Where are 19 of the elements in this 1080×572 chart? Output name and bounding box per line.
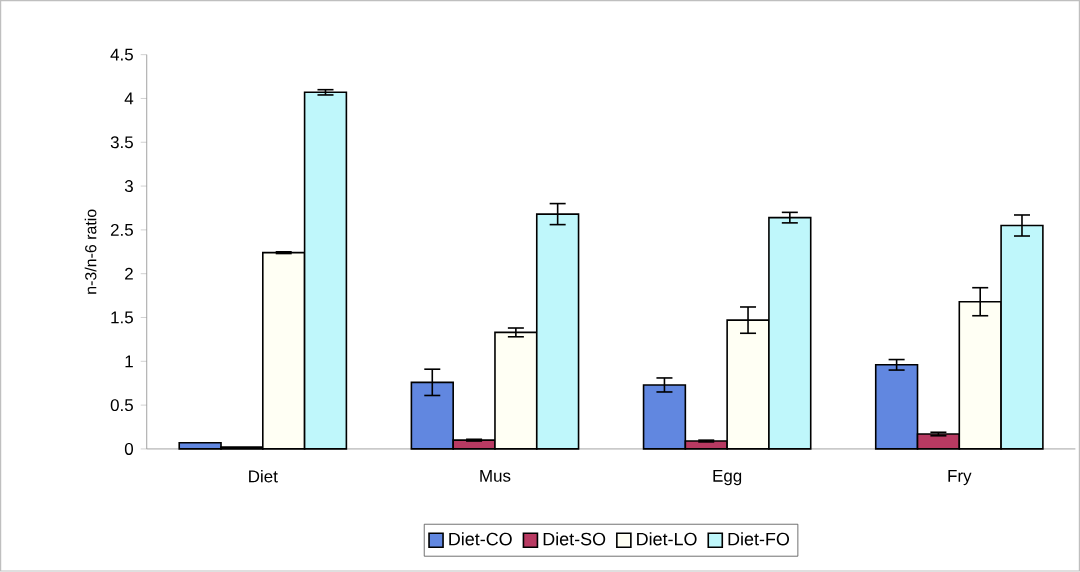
y-tick-label: 0: [124, 443, 133, 456]
legend-label: Diet-LO: [637, 532, 697, 546]
x-tick-label: Mus: [480, 470, 511, 482]
legend-label: Diet-SO: [543, 532, 606, 546]
legend-label: Diet-CO: [449, 532, 512, 546]
y-tick-label: 4: [124, 92, 134, 105]
y-tick-label: 3: [124, 180, 133, 193]
y-tick-label: 3.5: [110, 136, 133, 149]
y-tick-label: 2: [125, 267, 133, 280]
y-tick-label: 2.5: [110, 224, 133, 237]
x-tick-label: Fry: [948, 470, 972, 486]
y-tick-label: 0.5: [110, 399, 133, 412]
legend-label: Diet-FO: [728, 532, 790, 546]
x-tick-label: Egg: [713, 470, 742, 486]
y-axis-title: n-3/n-6 ratio: [84, 209, 97, 294]
y-tick-label: 1.5: [111, 311, 133, 324]
y-tick-label: 4.5: [110, 48, 133, 61]
y-tick-label: 1: [125, 355, 133, 368]
x-tick-label: Diet: [249, 470, 278, 483]
